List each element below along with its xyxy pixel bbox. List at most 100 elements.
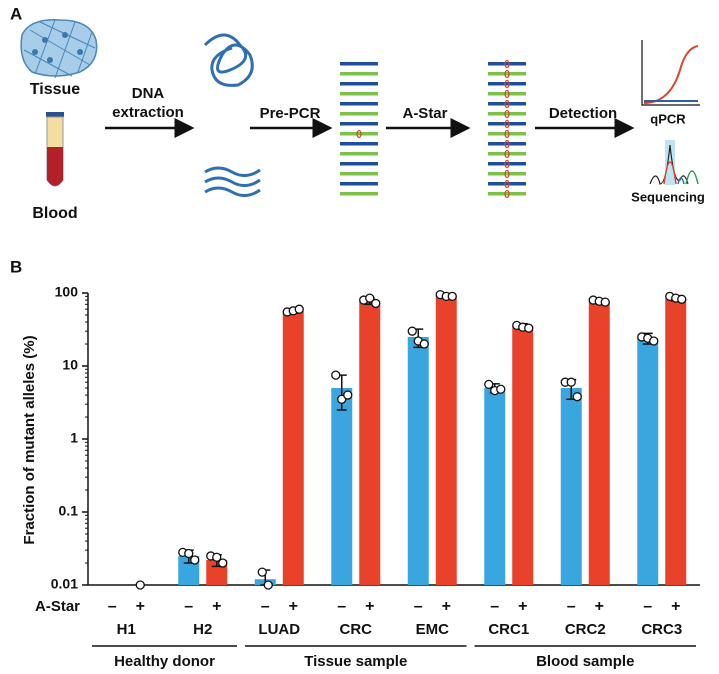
replicate-point	[496, 384, 506, 394]
replicate-point	[484, 379, 494, 390]
tissue-icon	[20, 19, 98, 79]
replicate-point	[135, 580, 145, 590]
condition-label: –	[337, 598, 346, 615]
mutation-dot	[504, 69, 510, 79]
bar	[588, 301, 610, 585]
replicate-point	[524, 323, 534, 333]
stripe	[488, 182, 526, 186]
stripe	[340, 62, 378, 66]
stripe	[340, 72, 378, 76]
panel-b: B Fraction of mutant alleles (%) A-Star …	[10, 257, 700, 670]
condition-label: –	[643, 598, 652, 615]
blood-tube-icon	[46, 112, 64, 187]
stripe	[340, 192, 378, 196]
y-axis-label: Fraction of mutant alleles (%)	[21, 335, 38, 544]
group-label: Healthy donor	[114, 653, 215, 670]
condition-label: +	[518, 598, 527, 615]
stripe	[340, 142, 378, 146]
condition-label: –	[261, 598, 270, 615]
condition-label: –	[567, 598, 576, 615]
sequencing-icon	[649, 140, 699, 185]
y-tick-label: 1	[70, 430, 78, 446]
condition-label: +	[289, 598, 298, 615]
replicate-point	[371, 298, 381, 309]
stripe	[340, 132, 378, 136]
x-tick-label: CRC1	[488, 621, 529, 638]
stripe	[488, 132, 526, 136]
bar	[637, 338, 659, 585]
mutation-dot	[504, 59, 510, 69]
replicate-point	[677, 294, 687, 304]
replicate-point	[419, 339, 429, 349]
bar	[359, 300, 381, 585]
amplicons-icon	[340, 62, 378, 196]
replicate-point	[184, 548, 194, 559]
condition-label: +	[212, 598, 221, 615]
stripe	[340, 92, 378, 96]
mutation-dot	[504, 159, 510, 169]
bar	[512, 326, 534, 585]
mutation-dot	[504, 99, 510, 109]
step-label: Pre-PCR	[260, 105, 321, 122]
stripe	[340, 162, 378, 166]
stripe	[488, 72, 526, 76]
stripe	[340, 172, 378, 176]
mutation-dot	[504, 169, 510, 179]
stripe	[488, 102, 526, 106]
stripe	[488, 122, 526, 126]
stripe	[488, 172, 526, 176]
stripe	[488, 142, 526, 146]
stripe	[340, 82, 378, 86]
bar	[665, 298, 687, 585]
stripe	[340, 112, 378, 116]
stripe	[488, 162, 526, 166]
bar	[484, 387, 506, 585]
replicate-point	[365, 293, 375, 303]
replicate-point	[331, 370, 341, 380]
source-label: Blood	[32, 205, 77, 222]
replicate-point	[263, 580, 273, 590]
bar	[331, 387, 353, 585]
amplicons-icon	[488, 59, 526, 199]
x-tick-label: CRC2	[565, 621, 606, 638]
mutation-dot	[504, 129, 510, 139]
replicate-point	[343, 390, 353, 400]
y-tick-label: 0.01	[51, 576, 78, 592]
x-tick-label: EMC	[416, 621, 450, 638]
mutation-dot	[504, 189, 510, 199]
stripe	[488, 152, 526, 156]
x-tick-label: CRC3	[641, 621, 682, 638]
dna-icon	[203, 33, 261, 197]
bar	[407, 336, 429, 585]
step-label: A-Star	[402, 105, 447, 122]
stripe	[488, 92, 526, 96]
replicate-point	[572, 392, 582, 402]
x-tick-label: LUAD	[258, 621, 300, 638]
mutation-dot	[504, 79, 510, 89]
mutation-dot	[356, 129, 362, 139]
bar	[560, 387, 582, 585]
condition-label: –	[414, 598, 423, 615]
replicate-point	[294, 304, 304, 314]
y-tick-label: 0.1	[59, 503, 79, 519]
panel-a: A Tissue Blood DNA extraction Pre-PCR A-…	[10, 4, 705, 222]
bar	[282, 310, 304, 585]
method-label: Sequencing	[631, 189, 705, 204]
replicate-point	[649, 336, 659, 346]
stripe	[340, 102, 378, 106]
mutation-dot	[504, 179, 510, 189]
mutation-dot	[504, 109, 510, 119]
x-tick-label: CRC	[340, 621, 373, 638]
method-label: qPCR	[650, 111, 686, 126]
stripe	[488, 192, 526, 196]
row-label: A-Star	[35, 598, 80, 615]
mutation-dot	[504, 119, 510, 129]
qpcr-icon	[641, 40, 700, 106]
mutation-dot	[504, 89, 510, 99]
replicate-point	[600, 297, 610, 307]
group-label: Tissue sample	[304, 653, 407, 670]
y-tick-label: 10	[62, 357, 78, 373]
stripe	[340, 152, 378, 156]
panel-label: B	[10, 257, 22, 276]
